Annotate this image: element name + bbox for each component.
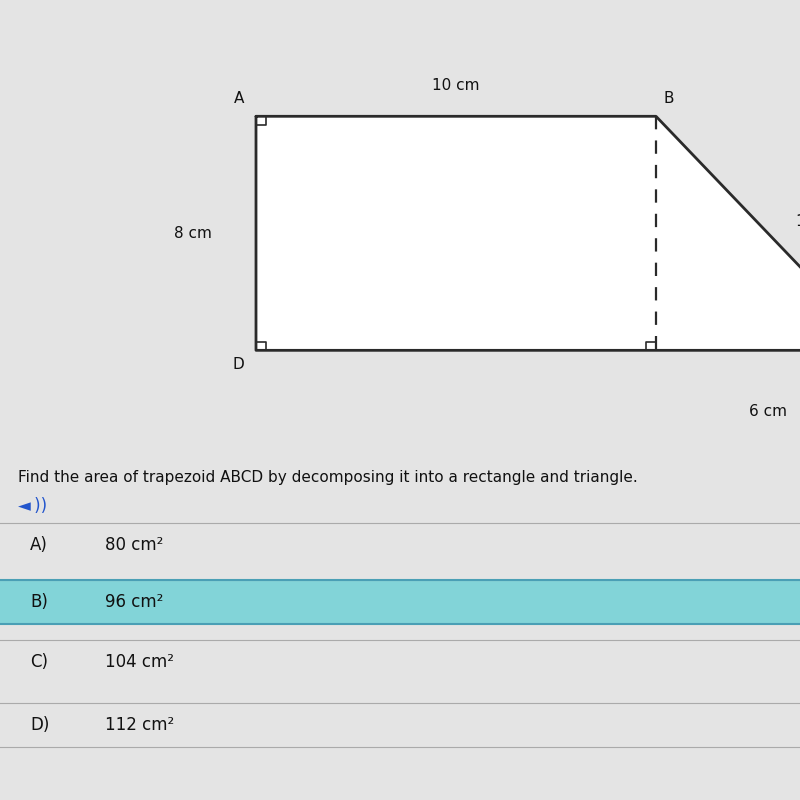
Text: ◄ )): ◄ ))	[18, 497, 47, 515]
Text: 104 cm²: 104 cm²	[105, 653, 174, 671]
Text: 10 cm: 10 cm	[432, 78, 480, 93]
Text: D): D)	[30, 716, 50, 734]
Text: 8 cm: 8 cm	[174, 226, 212, 241]
Text: 10 cm: 10 cm	[796, 214, 800, 229]
Text: Find the area of trapezoid ABCD by decomposing it into a rectangle and triangle.: Find the area of trapezoid ABCD by decom…	[18, 470, 638, 485]
Text: A): A)	[30, 536, 48, 554]
Text: A: A	[234, 91, 244, 106]
Text: 96 cm²: 96 cm²	[105, 593, 163, 611]
Text: 80 cm²: 80 cm²	[105, 536, 163, 554]
Text: 6 cm: 6 cm	[749, 404, 787, 419]
Text: 112 cm²: 112 cm²	[105, 716, 174, 734]
Text: C): C)	[30, 653, 48, 671]
Bar	[0, 580, 800, 624]
Text: B): B)	[30, 593, 48, 611]
Text: D: D	[232, 357, 244, 372]
Text: B: B	[664, 91, 674, 106]
Polygon shape	[256, 116, 800, 350]
